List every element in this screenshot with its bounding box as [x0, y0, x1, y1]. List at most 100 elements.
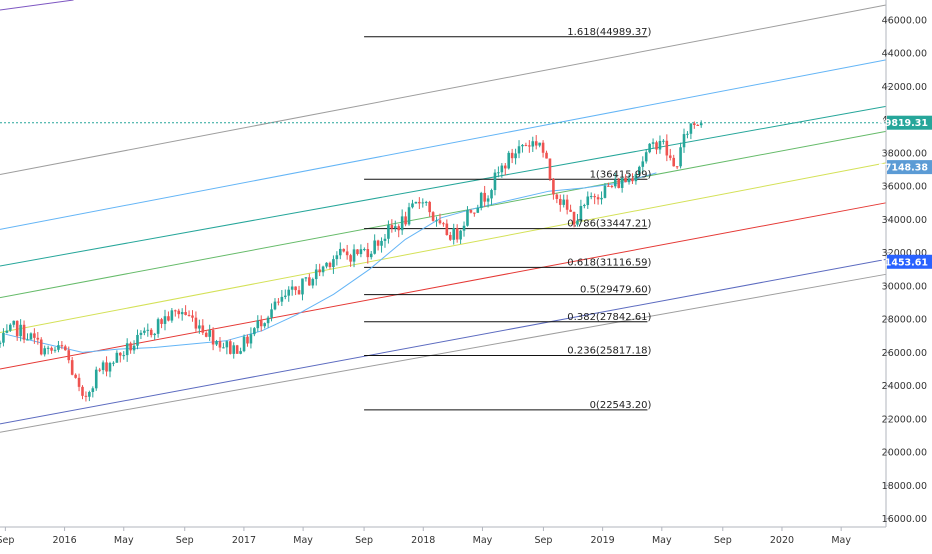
candle-body-188 — [644, 152, 648, 162]
price-tag-label-2: 31453.61 — [878, 257, 928, 268]
candle-body-54 — [184, 312, 187, 315]
candle-body-181 — [620, 178, 624, 188]
candle-body-118 — [404, 216, 407, 225]
time-tick-label-12: Sep — [714, 535, 732, 546]
candle-body-149 — [510, 152, 514, 159]
price-tick-label-5: 26000.00 — [882, 348, 927, 359]
price-tags: 39819.31 37148.38 31453.61 — [878, 115, 932, 269]
candle-body-132 — [452, 228, 456, 240]
candle-body-173 — [593, 196, 596, 198]
candle-body-58 — [198, 325, 201, 329]
candle-body-203 — [696, 124, 700, 126]
candle-body-91 — [311, 279, 315, 286]
time-axis-panel[interactable] — [0, 527, 932, 550]
candle-body-37 — [125, 343, 129, 356]
candle-body-76 — [259, 320, 263, 327]
price-tick-label-9: 34000.00 — [882, 215, 927, 226]
candle-body-64 — [218, 341, 222, 348]
price-axis[interactable]: 16000.00 18000.00 20000.00 22000.00 24000.00… — [882, 15, 927, 525]
candle-body-60 — [204, 332, 208, 337]
candle-body-59 — [201, 325, 205, 333]
candle-body-39 — [132, 345, 136, 351]
price-axis-panel[interactable] — [886, 0, 932, 550]
candle-body-153 — [524, 144, 528, 146]
candle-body-108 — [369, 253, 373, 258]
candle-body-40 — [136, 334, 139, 346]
price-tick-label-7: 30000.00 — [882, 281, 927, 292]
time-tick-label-7: 2018 — [411, 535, 435, 546]
candle-body-75 — [256, 320, 260, 329]
candle-body-111 — [380, 240, 383, 246]
candle-body-101 — [345, 251, 349, 256]
candle-body-8 — [26, 339, 29, 341]
candle-body-4 — [12, 320, 16, 325]
candle-body-192 — [658, 140, 662, 150]
candle-body-113 — [387, 225, 390, 239]
price-tick-label-3: 22000.00 — [882, 414, 927, 425]
candle-body-145 — [497, 172, 500, 174]
candle-body-129 — [442, 223, 445, 225]
candle-body-176 — [603, 185, 607, 198]
candle-body-161 — [552, 179, 555, 195]
candle-body-25 — [84, 395, 88, 397]
candle-body-162 — [555, 194, 559, 199]
candle-body-46 — [156, 319, 160, 334]
candle-body-204 — [699, 123, 703, 126]
time-tick-label-6: Sep — [355, 535, 373, 546]
time-axis[interactable]: Sep 2016 May Sep 2017 May Sep 2018 May Sep 2019 May… — [0, 527, 851, 546]
candle-body-139 — [476, 208, 480, 213]
time-tick-label-3: Sep — [176, 535, 194, 546]
candle-body-112 — [383, 238, 387, 241]
candle-body-3 — [9, 324, 12, 331]
candle-body-158 — [541, 142, 545, 153]
candle-body-174 — [596, 197, 600, 200]
candle-body-2 — [5, 330, 9, 333]
time-tick-label-5: May — [293, 535, 313, 546]
candle-body-57 — [194, 317, 198, 329]
candle-body-94 — [321, 266, 325, 273]
candle-body-86 — [294, 286, 297, 291]
candle-body-28 — [94, 369, 98, 389]
candle-body-73 — [249, 334, 253, 344]
candle-body-155 — [531, 141, 535, 147]
candle-body-79 — [270, 309, 273, 318]
candle-body-166 — [569, 209, 572, 212]
candle-body-182 — [624, 178, 627, 183]
price-tick-label-1: 18000.00 — [882, 481, 927, 492]
candle-body-71 — [242, 336, 246, 352]
candle-body-170 — [583, 205, 586, 207]
candle-body-184 — [631, 178, 634, 182]
candle-body-147 — [503, 165, 507, 169]
candle-body-169 — [579, 206, 583, 221]
candle-body-49 — [167, 316, 170, 321]
candle-body-167 — [572, 211, 576, 225]
candle-body-138 — [473, 212, 476, 214]
candle-body-120 — [411, 203, 414, 208]
price-tick-label-14: 44000.00 — [882, 49, 927, 60]
candle-body-44 — [149, 329, 153, 336]
candle-body-177 — [607, 185, 610, 187]
candle-body-50 — [170, 310, 174, 321]
candle-body-136 — [466, 210, 469, 226]
price-tag-label-1: 37148.38 — [878, 163, 928, 174]
price-tag-label-0: 39819.31 — [878, 118, 928, 129]
candle-body-85 — [290, 286, 294, 290]
candle-body-163 — [558, 198, 562, 205]
candle-body-10 — [33, 333, 36, 338]
candle-body-89 — [304, 277, 308, 279]
candle-body-201 — [689, 123, 693, 134]
candle-body-92 — [314, 269, 318, 280]
channel-line-5 — [0, 202, 887, 370]
candle-body-175 — [600, 197, 603, 200]
candle-body-38 — [129, 343, 132, 351]
candle-body-125 — [428, 201, 431, 213]
candle-body-135 — [462, 225, 466, 231]
candle-body-171 — [586, 196, 590, 206]
candle-body-95 — [325, 262, 328, 267]
candle-body-16 — [53, 349, 57, 351]
candle-body-146 — [500, 165, 504, 173]
moving-average — [5, 172, 657, 353]
fibonacci-labels: 0(22543.20) 0.236(25817.18) 0.382(27842.61… — [567, 27, 651, 411]
